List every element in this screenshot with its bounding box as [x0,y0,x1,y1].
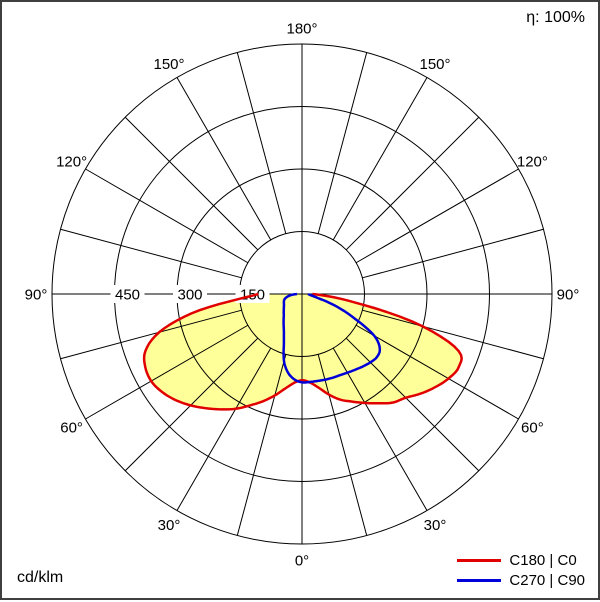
grid-spoke [317,52,368,234]
c0-c180-curve [142,292,463,411]
angle-label: 30° [158,517,181,534]
c0-c180-fill [144,294,462,410]
radial-tick-label: 450 [115,287,140,304]
angle-label: 60° [60,420,83,437]
grid-spoke [332,347,428,511]
angle-label: 120° [517,154,548,171]
unit-label: cd/klm [17,569,64,586]
grid-spoke [355,168,519,264]
grid-spoke [124,116,259,251]
radial-tick-label: 300 [177,287,202,304]
grid-spoke [60,309,242,360]
angle-label: 180° [286,21,317,38]
angle-label: 30° [424,517,447,534]
radial-tick-label-bg [173,285,207,303]
legend-line-blue-icon [457,579,502,582]
legend-line-red-icon [457,559,502,562]
legend: C180 | C0 C270 | C90 [457,552,585,589]
grid-spoke [355,324,519,420]
grid-spoke [60,228,242,279]
grid-spoke [345,116,480,251]
angle-label: 60° [521,420,544,437]
grid-spoke [176,77,272,241]
angle-label: 0° [295,553,309,570]
grid-spoke [345,337,480,472]
radial-tick-label-bg [110,285,145,303]
legend-label-c270-c90: C270 | C90 [509,572,585,589]
grid-spoke [362,309,544,360]
angle-label: 150° [153,56,184,73]
legend-item-c180-c0: C180 | C0 [457,552,585,569]
angle-label: 120° [56,154,87,171]
grid-spoke [362,228,544,279]
efficiency-label: η: 100% [526,9,585,26]
angle-label: 90° [25,287,48,304]
grid-spoke [176,347,272,511]
grid-spoke [236,354,287,536]
grid-spoke [236,52,287,234]
angle-label: 150° [419,56,450,73]
legend-item-c270-c90: C270 | C90 [457,572,585,589]
grid-spoke [317,354,368,536]
grid-spoke [85,168,249,264]
c90-c270-curve [282,292,382,384]
grid-spoke [85,324,249,420]
legend-label-c180-c0: C180 | C0 [509,552,577,569]
grid-spoke [332,77,428,241]
angle-label: 90° [557,287,580,304]
